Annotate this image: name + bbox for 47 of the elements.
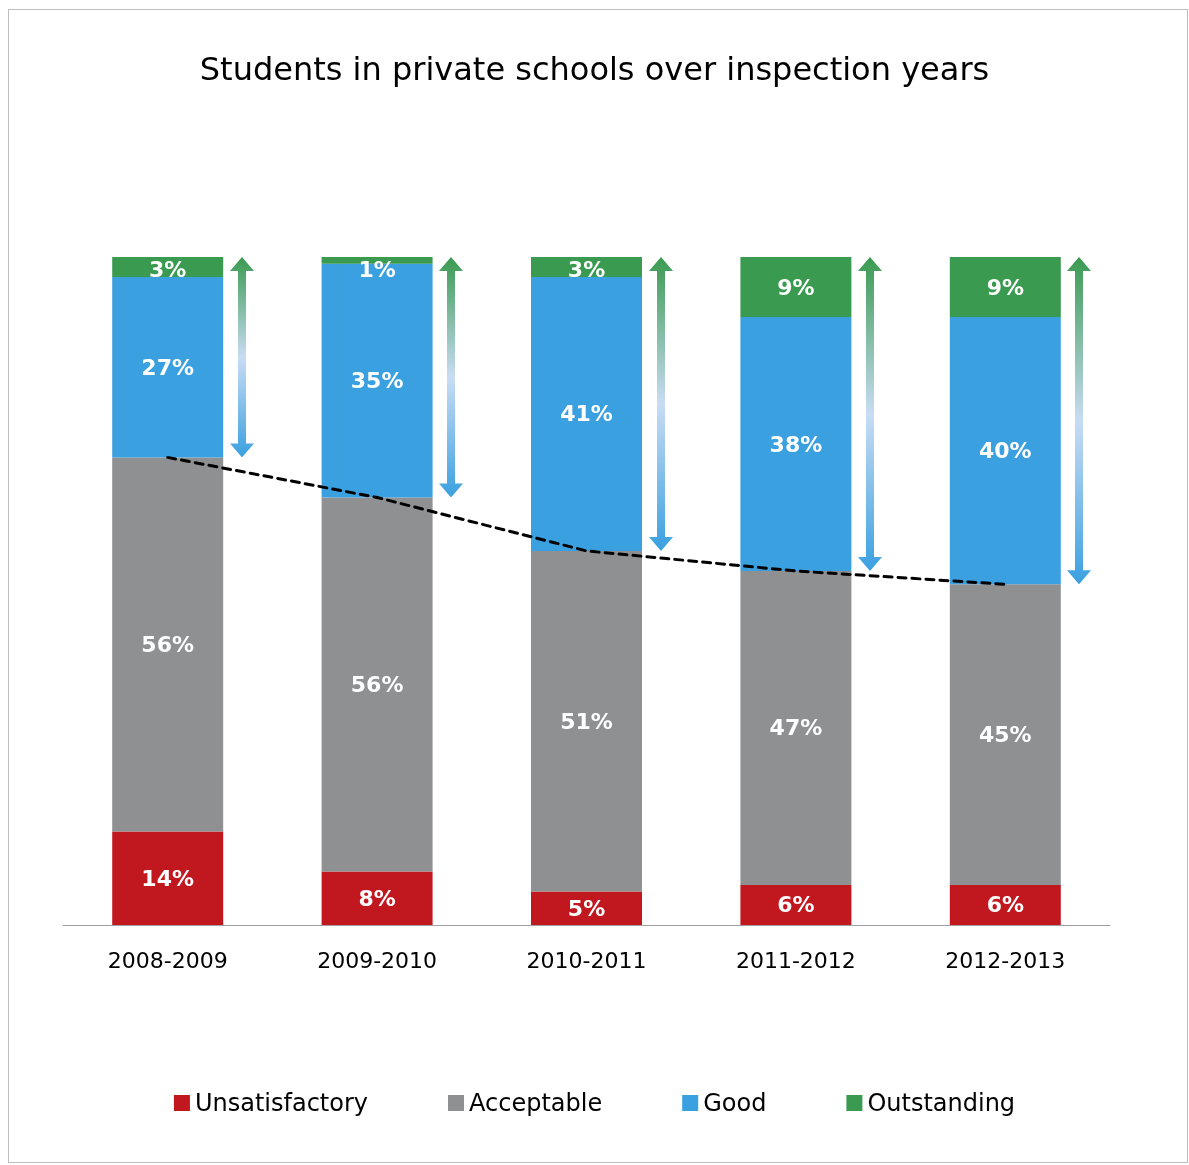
x-tick-label: 2011-2012 bbox=[735, 947, 856, 973]
bar bbox=[949, 884, 1061, 925]
data-label: 41% bbox=[560, 401, 613, 427]
data-label: 51% bbox=[560, 708, 613, 734]
bar bbox=[949, 584, 1061, 885]
bar bbox=[321, 871, 433, 925]
bar bbox=[740, 884, 852, 925]
data-label: 9% bbox=[986, 274, 1024, 300]
legend-label: Unsatisfactory bbox=[194, 1089, 369, 1117]
data-label: 1% bbox=[358, 256, 396, 282]
data-label: 56% bbox=[141, 631, 195, 657]
x-tick-label: 2009-2010 bbox=[317, 947, 438, 973]
data-label: 3% bbox=[149, 256, 187, 282]
data-label: 47% bbox=[769, 715, 823, 741]
bar bbox=[949, 317, 1061, 585]
legend-label: Good bbox=[703, 1089, 767, 1117]
bar bbox=[949, 257, 1061, 318]
bar bbox=[531, 550, 642, 892]
bar bbox=[112, 277, 224, 458]
data-label: 3% bbox=[567, 256, 606, 282]
data-label: 8% bbox=[358, 885, 396, 911]
data-label: 35% bbox=[350, 368, 404, 394]
bar bbox=[531, 891, 642, 925]
bar bbox=[321, 263, 433, 498]
bar bbox=[531, 277, 642, 551]
data-label: 38% bbox=[769, 431, 823, 457]
legend-label: Acceptable bbox=[469, 1089, 603, 1117]
bar bbox=[740, 257, 852, 318]
bar bbox=[321, 497, 433, 872]
data-label: 27% bbox=[141, 354, 195, 380]
data-label: 5% bbox=[567, 895, 606, 921]
data-label: 9% bbox=[777, 274, 815, 300]
bar bbox=[112, 457, 224, 832]
data-label: 6% bbox=[777, 892, 815, 918]
data-label: 40% bbox=[978, 438, 1032, 464]
data-label: 14% bbox=[141, 865, 195, 891]
x-tick-label: 2010-2011 bbox=[526, 947, 647, 973]
text: Students in private schools over inspection years bbox=[199, 50, 990, 88]
bar bbox=[740, 570, 852, 885]
x-tick-label: 2012-2013 bbox=[945, 947, 1066, 973]
data-label: 45% bbox=[978, 722, 1032, 748]
bar bbox=[740, 317, 852, 571]
x-tick-label: 2008-2009 bbox=[107, 947, 228, 973]
legend-label: Outstanding bbox=[867, 1089, 1016, 1117]
data-label: 6% bbox=[986, 892, 1024, 918]
data-label: 56% bbox=[350, 672, 404, 698]
bar bbox=[112, 831, 224, 925]
